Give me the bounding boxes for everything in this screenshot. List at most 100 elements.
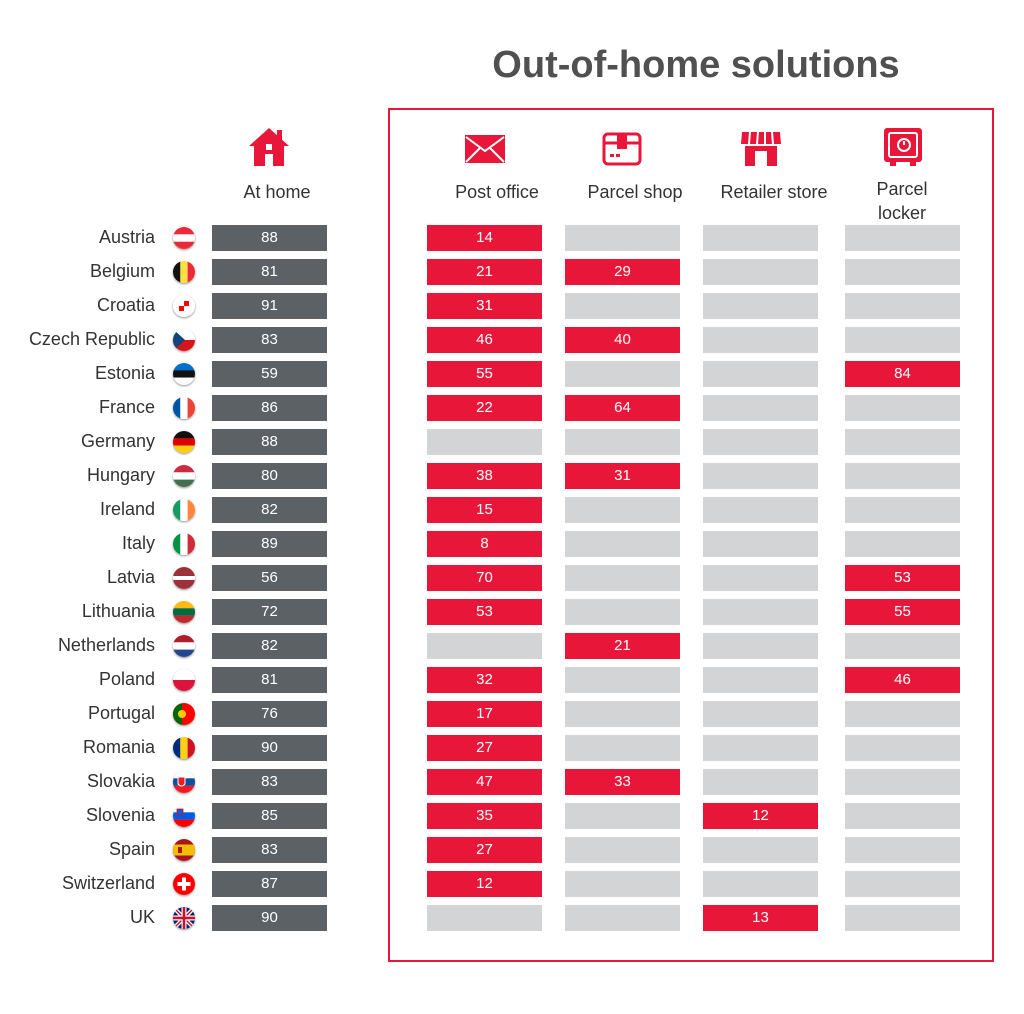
cell-france-parcel-shop: 64 <box>565 395 680 421</box>
cell-slovenia-retailer-store: 12 <box>703 803 818 829</box>
cell-lithuania-retailer-store <box>703 599 818 625</box>
cell-slovenia-post-office: 35 <box>427 803 542 829</box>
latvia-flag-icon <box>173 567 195 589</box>
cell-france-retailer-store <box>703 395 818 421</box>
cell-netherlands-retailer-store <box>703 633 818 659</box>
cell-switzerland-retailer-store <box>703 871 818 897</box>
country-label-france: France <box>98 397 155 417</box>
country-label-estonia: Estonia <box>94 363 155 383</box>
cell-portugal-at-home: 76 <box>212 701 327 727</box>
croatia-flag-icon <box>173 295 195 317</box>
cell-slovenia-parcel-shop <box>565 803 680 829</box>
cell-spain-post-office: 27 <box>427 837 542 863</box>
cell-france-at-home: 86 <box>212 395 327 421</box>
cell-poland-post-office: 32 <box>427 667 542 693</box>
belgium-flag-icon <box>173 261 195 283</box>
cell-lithuania-parcel-locker: 55 <box>845 599 960 625</box>
cell-czech-republic-retailer-store <box>703 327 818 353</box>
country-label-uk: UK <box>129 907 155 927</box>
cell-portugal-parcel-shop <box>565 701 680 727</box>
cell-croatia-post-office: 31 <box>427 293 542 319</box>
cell-portugal-post-office: 17 <box>427 701 542 727</box>
cell-slovenia-at-home: 85 <box>212 803 327 829</box>
cell-croatia-parcel-locker <box>845 293 960 319</box>
cell-poland-parcel-shop <box>565 667 680 693</box>
cell-croatia-at-home: 91 <box>212 293 327 319</box>
cell-hungary-retailer-store <box>703 463 818 489</box>
cell-czech-republic-parcel-locker <box>845 327 960 353</box>
country-label-poland: Poland <box>98 669 155 689</box>
cell-spain-parcel-locker <box>845 837 960 863</box>
cell-netherlands-parcel-shop: 21 <box>565 633 680 659</box>
cell-romania-retailer-store <box>703 735 818 761</box>
cell-hungary-at-home: 80 <box>212 463 327 489</box>
country-label-belgium: Belgium <box>89 261 155 281</box>
column-header-at-home: At home <box>243 182 311 202</box>
parcel-box-icon <box>602 132 642 166</box>
column-header-retailer-store: Retailer store <box>720 182 828 202</box>
portugal-flag-icon <box>173 703 195 725</box>
estonia-flag-icon <box>173 363 195 385</box>
poland-flag-icon <box>173 669 195 691</box>
country-label-germany: Germany <box>80 431 155 451</box>
france-flag-icon <box>173 397 195 419</box>
cell-lithuania-post-office: 53 <box>427 599 542 625</box>
cell-croatia-retailer-store <box>703 293 818 319</box>
spain-flag-icon <box>173 839 195 861</box>
cell-latvia-parcel-locker: 53 <box>845 565 960 591</box>
cell-austria-parcel-shop <box>565 225 680 251</box>
uk-flag-icon <box>173 907 195 929</box>
country-label-czech-republic: Czech Republic <box>28 329 155 349</box>
cell-portugal-retailer-store <box>703 701 818 727</box>
cell-portugal-parcel-locker <box>845 701 960 727</box>
column-header-post-office: Post office <box>455 182 539 202</box>
cell-germany-at-home: 88 <box>212 429 327 455</box>
cell-lithuania-at-home: 72 <box>212 599 327 625</box>
romania-flag-icon <box>173 737 195 759</box>
country-label-slovenia: Slovenia <box>85 805 155 825</box>
cell-ireland-parcel-locker <box>845 497 960 523</box>
germany-flag-icon <box>173 431 195 453</box>
cell-italy-retailer-store <box>703 531 818 557</box>
cell-estonia-parcel-shop <box>565 361 680 387</box>
cell-latvia-post-office: 70 <box>427 565 542 591</box>
hungary-flag-icon <box>173 465 195 487</box>
country-label-italy: Italy <box>121 533 155 553</box>
cell-romania-post-office: 27 <box>427 735 542 761</box>
cell-ireland-retailer-store <box>703 497 818 523</box>
cell-italy-parcel-shop <box>565 531 680 557</box>
cell-hungary-parcel-shop: 31 <box>565 463 680 489</box>
cell-belgium-retailer-store <box>703 259 818 285</box>
country-label-spain: Spain <box>108 839 155 859</box>
cell-romania-at-home: 90 <box>212 735 327 761</box>
chart-title: Out-of-home solutions <box>492 44 900 86</box>
cell-austria-at-home: 88 <box>212 225 327 251</box>
cell-belgium-at-home: 81 <box>212 259 327 285</box>
cell-latvia-at-home: 56 <box>212 565 327 591</box>
cell-uk-parcel-shop <box>565 905 680 931</box>
country-label-hungary: Hungary <box>86 465 155 485</box>
safe-locker-icon <box>884 128 922 166</box>
country-label-croatia: Croatia <box>96 295 155 315</box>
cell-slovakia-at-home: 83 <box>212 769 327 795</box>
netherlands-flag-icon <box>173 635 195 657</box>
country-label-lithuania: Lithuania <box>81 601 155 621</box>
austria-flag-icon <box>173 227 195 249</box>
cell-ireland-at-home: 82 <box>212 497 327 523</box>
cell-slovakia-retailer-store <box>703 769 818 795</box>
country-label-austria: Austria <box>98 227 155 247</box>
country-label-ireland: Ireland <box>99 499 155 519</box>
cell-germany-parcel-locker <box>845 429 960 455</box>
cell-netherlands-parcel-locker <box>845 633 960 659</box>
cell-slovakia-parcel-locker <box>845 769 960 795</box>
cell-belgium-parcel-locker <box>845 259 960 285</box>
cell-switzerland-at-home: 87 <box>212 871 327 897</box>
country-label-slovakia: Slovakia <box>86 771 155 791</box>
country-label-portugal: Portugal <box>87 703 155 723</box>
country-label-latvia: Latvia <box>106 567 155 587</box>
cell-estonia-at-home: 59 <box>212 361 327 387</box>
cell-estonia-parcel-locker: 84 <box>845 361 960 387</box>
cell-slovakia-post-office: 47 <box>427 769 542 795</box>
country-label-switzerland: Switzerland <box>61 873 155 893</box>
